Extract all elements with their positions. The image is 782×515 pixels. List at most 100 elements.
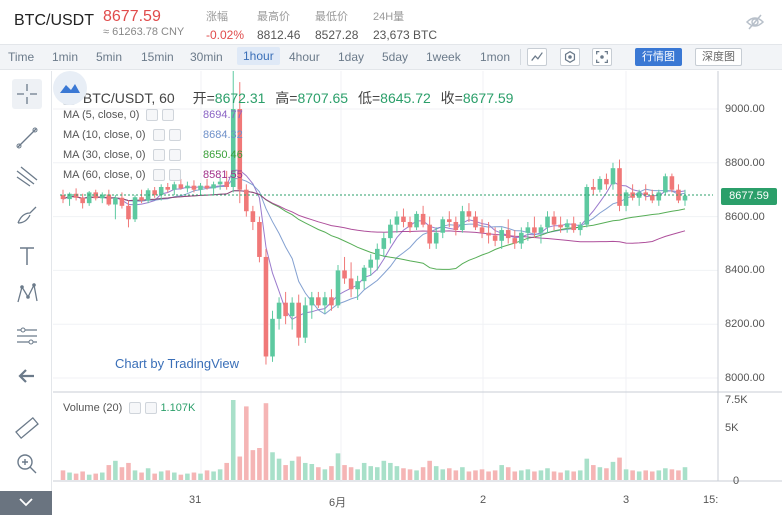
volume-bar xyxy=(93,473,99,480)
candle-body xyxy=(329,297,334,306)
interval-5min[interactable]: 5min xyxy=(96,50,123,64)
volume-bar xyxy=(414,470,419,480)
volume-label: 24H量 xyxy=(373,11,405,23)
interval-4hour[interactable]: 4hour xyxy=(289,50,320,64)
candle-body xyxy=(545,216,550,228)
high-value: 8707.65 xyxy=(297,90,349,106)
candle-body xyxy=(244,189,249,212)
interval-1mon[interactable]: 1mon xyxy=(480,50,511,64)
fullscreen-icon[interactable] xyxy=(592,48,612,66)
volume-bar xyxy=(322,469,328,480)
volume-bar xyxy=(532,471,537,480)
change-value: -0.02% xyxy=(206,28,245,42)
gear-icon[interactable] xyxy=(152,169,165,182)
volume-bar xyxy=(466,471,472,480)
symbol-name[interactable]: BTC/USDT xyxy=(14,12,94,29)
measure-icon[interactable] xyxy=(12,321,42,351)
text-icon[interactable] xyxy=(12,241,42,271)
tradingview-logo-icon[interactable] xyxy=(53,71,87,105)
volume-bar xyxy=(172,472,177,480)
ma-value: 8650.46 xyxy=(203,149,243,161)
chart-canvas[interactable] xyxy=(53,71,782,515)
close-icon[interactable] xyxy=(168,169,181,182)
ma-label: MA (30, close, 0) xyxy=(63,149,146,161)
high-stat: 最高价 8812.46 xyxy=(257,8,300,42)
indicator-icon[interactable] xyxy=(527,48,547,66)
tradingview-watermark[interactable]: Chart by TradingView xyxy=(115,356,240,371)
candle-body xyxy=(139,197,144,201)
candle-body xyxy=(538,227,544,233)
candle-body xyxy=(676,189,681,201)
volume-bar xyxy=(211,471,216,480)
volume-bar xyxy=(230,400,236,480)
interval-1day[interactable]: 1day xyxy=(338,50,365,64)
volume-bar xyxy=(237,456,243,480)
interval-1week[interactable]: 1week xyxy=(426,50,461,64)
candle-body xyxy=(505,230,511,239)
crosshair-icon[interactable] xyxy=(12,79,42,109)
volume-bar xyxy=(388,462,393,480)
candle-body xyxy=(152,190,157,196)
candle-body xyxy=(663,176,668,193)
low-label: 最低价 xyxy=(315,11,348,23)
ma-legend-60: MA (60, close, 0) 8581.55 xyxy=(63,169,243,182)
volume-bar xyxy=(302,462,308,480)
gear-icon[interactable] xyxy=(152,149,165,162)
gear-icon[interactable] xyxy=(146,109,159,122)
volume-bar xyxy=(60,470,66,480)
eye-off-icon[interactable] xyxy=(745,12,765,32)
ma-value: 8684.32 xyxy=(203,129,243,141)
candle-body xyxy=(649,195,655,201)
interval-time[interactable]: Time xyxy=(8,50,35,64)
interval-1hour[interactable]: 1hour xyxy=(237,47,280,65)
volume-bar xyxy=(551,471,557,480)
candle-body xyxy=(479,227,485,233)
gear-icon[interactable] xyxy=(152,129,165,142)
candle-body xyxy=(60,195,66,200)
close-icon[interactable] xyxy=(168,129,181,142)
close-icon[interactable] xyxy=(168,149,181,162)
candle-body xyxy=(623,192,629,206)
candle-body xyxy=(86,192,92,204)
candle-body xyxy=(158,187,164,196)
candle-body xyxy=(466,211,472,217)
last-price-tag: 8677.59 xyxy=(721,188,777,205)
interval-30min[interactable]: 30min xyxy=(190,50,223,64)
volume-bar xyxy=(329,466,334,480)
settings-icon[interactable] xyxy=(560,48,580,66)
collapse-toolbar-icon[interactable] xyxy=(0,491,52,515)
candle-body xyxy=(656,192,662,201)
back-arrow-icon[interactable] xyxy=(12,361,42,391)
interval-5day[interactable]: 5day xyxy=(382,50,409,64)
brush-icon[interactable] xyxy=(12,201,42,231)
candle-body xyxy=(361,267,367,282)
fib-icon[interactable] xyxy=(12,161,42,191)
ma-line xyxy=(62,190,686,244)
volume-bar xyxy=(617,457,622,480)
candle-body xyxy=(80,197,85,204)
tab-depth[interactable]: 深度图 xyxy=(695,48,742,66)
chart-area[interactable]: BTC/USDT, 60 开=8672.31 高=8707.65 低=8645.… xyxy=(53,71,782,515)
volume-bar xyxy=(113,460,118,480)
ruler-icon[interactable] xyxy=(12,413,42,443)
pattern-icon[interactable] xyxy=(12,279,42,309)
close-icon[interactable] xyxy=(162,109,175,122)
trend-line-icon[interactable] xyxy=(12,123,42,153)
volume-bar xyxy=(545,468,550,480)
gear-icon[interactable] xyxy=(129,402,142,415)
price-axis-label: 8200.00 xyxy=(725,318,765,330)
price-axis-label: 8000.00 xyxy=(725,372,765,384)
chart-title[interactable]: BTC/USDT, 60 xyxy=(82,90,175,106)
volume-bar xyxy=(479,469,485,480)
candle-body xyxy=(617,168,622,206)
high-label: 最高价 xyxy=(257,11,290,23)
tab-kline[interactable]: 行情图 xyxy=(635,48,682,66)
candle-body xyxy=(440,219,446,233)
interval-15min[interactable]: 15min xyxy=(141,50,174,64)
interval-1min[interactable]: 1min xyxy=(52,50,79,64)
zoom-icon[interactable] xyxy=(12,449,42,479)
open-value: 8672.31 xyxy=(214,90,266,106)
time-axis-label: 2 xyxy=(480,494,487,506)
volume-bar xyxy=(276,458,282,480)
close-icon[interactable] xyxy=(145,402,158,415)
